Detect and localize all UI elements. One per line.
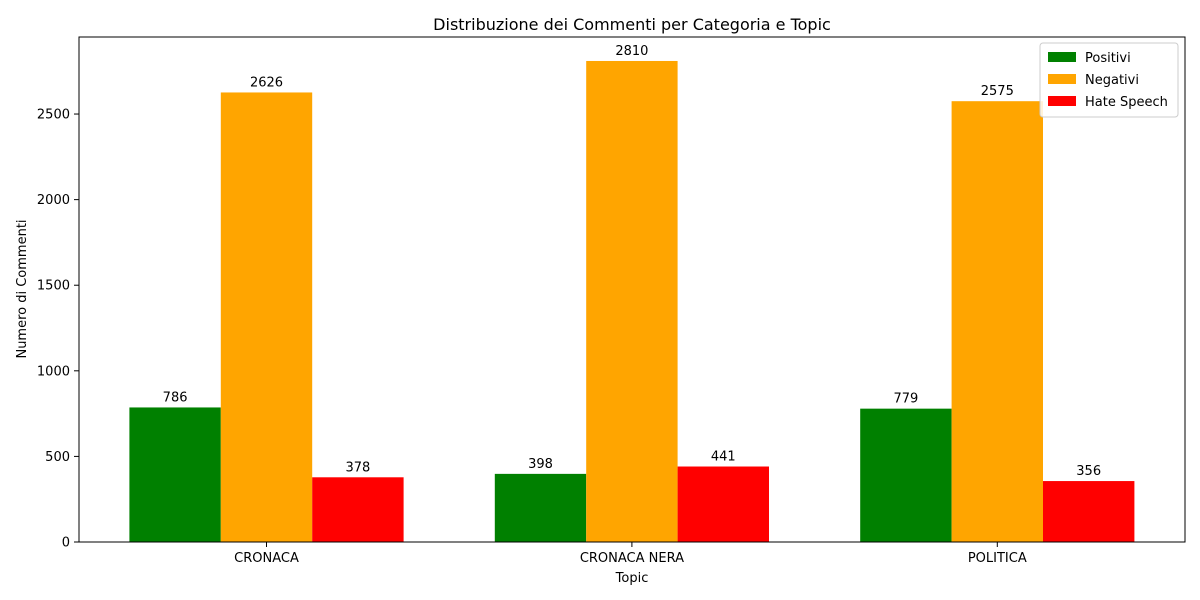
bar-negativi-1 bbox=[586, 60, 678, 542]
data-label: 2575 bbox=[981, 84, 1014, 99]
bar-hate-speech-2 bbox=[1043, 481, 1135, 542]
x-axis-label: Topic bbox=[615, 571, 649, 586]
legend-swatch-positivi bbox=[1048, 52, 1076, 62]
legend: Positivi Negativi Hate Speech bbox=[1039, 42, 1179, 118]
data-label: 398 bbox=[528, 457, 553, 472]
legend-swatch-negativi bbox=[1048, 74, 1076, 84]
data-label: 356 bbox=[1076, 464, 1101, 479]
legend-label-positivi: Positivi bbox=[1085, 51, 1131, 66]
y-tick-label: 0 bbox=[62, 536, 70, 551]
bar-positivi-1 bbox=[494, 473, 587, 542]
data-label: 378 bbox=[345, 460, 370, 475]
y-tick-label: 1500 bbox=[37, 279, 70, 294]
legend-label-hate-speech: Hate Speech bbox=[1085, 95, 1168, 110]
bar-positivi-2 bbox=[860, 408, 952, 542]
y-tick-label: 2000 bbox=[37, 193, 70, 208]
data-label: 2626 bbox=[250, 75, 283, 90]
data-label: 441 bbox=[711, 450, 736, 465]
bar-negativi-2 bbox=[951, 101, 1043, 542]
plot-area: 786 398 779 2626 2810 2575 378 441 356 0 500 1000 15… bbox=[37, 36, 1186, 566]
legend-swatch-hate-speech bbox=[1048, 96, 1076, 106]
x-tick-label: CRONACA NERA bbox=[580, 551, 684, 566]
y-tick-label: 500 bbox=[45, 450, 70, 465]
data-label: 2810 bbox=[615, 44, 648, 59]
legend-label-negativi: Negativi bbox=[1085, 73, 1139, 88]
bar-negativi-0 bbox=[220, 92, 313, 543]
x-tick-label: POLITICA bbox=[968, 551, 1027, 566]
chart-title: Distribuzione dei Commenti per Categoria… bbox=[433, 15, 831, 34]
y-axis-label: Numero di Commenti bbox=[15, 219, 30, 358]
bar-hate-speech-1 bbox=[677, 466, 769, 542]
data-label: 779 bbox=[893, 392, 918, 407]
x-tick-label: CRONACA bbox=[234, 551, 299, 566]
bar-positivi-0 bbox=[129, 407, 221, 542]
y-tick-label: 1000 bbox=[37, 364, 70, 379]
data-label: 786 bbox=[163, 390, 188, 405]
y-tick-label: 2500 bbox=[37, 108, 70, 123]
bar-hate-speech-0 bbox=[312, 477, 404, 542]
